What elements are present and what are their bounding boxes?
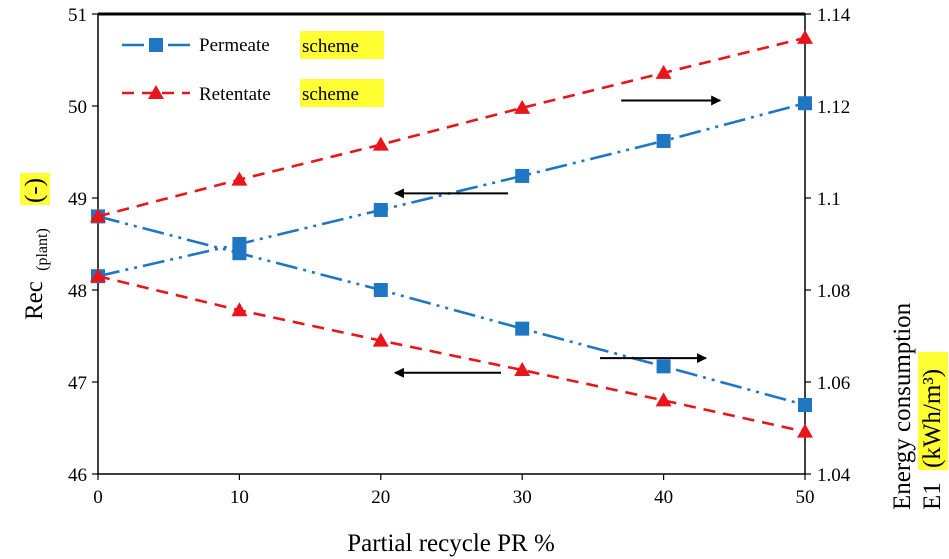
data-point-square [373, 283, 388, 297]
y2-axis-title-line1: Energy consumption [889, 302, 916, 510]
series-line-retentate-right [97, 274, 806, 433]
data-point-square [373, 202, 388, 217]
legend-highlight-retentate [300, 79, 384, 107]
data-point-square [515, 321, 530, 336]
x-tick-label: 20 [371, 487, 390, 508]
data-point-square [515, 168, 530, 183]
data-point-square [798, 96, 812, 111]
data-point-triangle [372, 332, 389, 347]
legend-highlight-permeate [300, 31, 384, 59]
x-tick-label: 50 [796, 487, 815, 508]
legend-label-retentate: Retentate [199, 84, 271, 105]
data-point-triangle [797, 29, 813, 44]
y2-axis-unit-highlight [918, 352, 948, 470]
legend-marker-retentate [148, 85, 164, 99]
data-point-triangle [655, 64, 672, 79]
data-point-triangle [90, 208, 106, 223]
data-point-triangle [231, 302, 248, 317]
y2-axis-title: Energy consumption E1 (kWh/m³) [889, 302, 948, 510]
data-point-triangle [514, 99, 531, 114]
data-point-square [656, 359, 671, 374]
y-tick-label: 49 [68, 189, 87, 210]
y-axis-unit: (-) [21, 178, 48, 203]
x-tick-label: 30 [513, 487, 532, 508]
y-tick-label: 48 [68, 281, 87, 302]
legend-marker-permeate [149, 38, 163, 52]
x-axis-ticks: 0 10 20 30 40 50 [93, 474, 815, 508]
series-layer [90, 29, 813, 438]
y2-axis-title-prefix: E1 [919, 482, 946, 510]
data-point-triangle [90, 268, 106, 283]
data-point-square [656, 133, 671, 148]
y-axis-ticks: 46 47 48 49 50 51 [68, 5, 98, 486]
y2-axis-ticks: 1.04 1.06 1.08 1.1 1.12 1.14 [805, 5, 851, 486]
y-tick-label: 50 [68, 97, 87, 118]
y2-axis-unit: (kWh/m³) [919, 369, 946, 468]
series-line-permeate-right [97, 215, 806, 407]
x-tick-label: 0 [93, 487, 103, 508]
x-tick-label: 10 [230, 487, 249, 508]
y2-tick-label: 1.1 [817, 189, 841, 210]
legend: Permeate scheme Retentate scheme [122, 31, 384, 107]
arrows-layer [393, 95, 722, 378]
data-point-triangle [231, 171, 248, 186]
y2-tick-label: 1.06 [817, 373, 850, 394]
x-tick-label: 40 [654, 487, 673, 508]
data-point-square [798, 398, 812, 412]
data-point-triangle [514, 362, 531, 377]
legend-label-permeate: Permeate [199, 35, 270, 56]
y-tick-label: 51 [68, 5, 87, 26]
legend-highlight-text-permeate: scheme [302, 36, 359, 57]
y-axis-title-main: Rec [21, 281, 48, 320]
y-tick-label: 47 [68, 373, 87, 394]
y2-tick-label: 1.14 [817, 5, 851, 26]
legend-highlight-text-retentate: scheme [302, 84, 359, 105]
data-point-triangle [655, 392, 672, 407]
data-point-square [232, 246, 247, 261]
series-line-permeate-left [97, 101, 806, 278]
y2-tick-label: 1.08 [817, 281, 850, 302]
x-axis-title: Partial recycle PR % [347, 530, 555, 557]
svg-text:Rec (plant): Rec (plant) [21, 228, 51, 320]
series-line-retentate-left [97, 36, 806, 218]
y-axis-title: Rec (plant) (-) [20, 173, 51, 320]
data-point-triangle [372, 136, 389, 151]
y-axis-unit-highlight [20, 173, 50, 205]
y2-tick-label: 1.12 [817, 97, 850, 118]
data-point-triangle [797, 423, 813, 438]
y-axis-title-subscript: (plant) [34, 228, 51, 271]
y-tick-label: 46 [68, 465, 87, 486]
y2-tick-label: 1.04 [817, 465, 851, 486]
